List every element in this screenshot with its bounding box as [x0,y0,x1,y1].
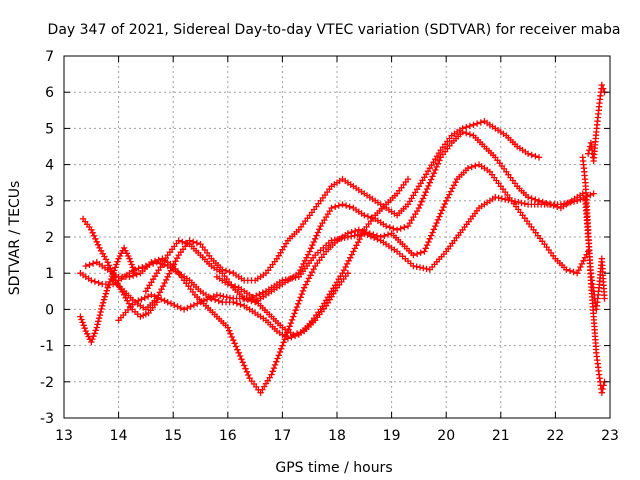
series-track-c [142,128,586,306]
y-tick-label: 2 [45,230,54,246]
series-track-e [115,190,597,324]
x-tick-label: 19 [383,428,401,444]
y-tick-label: 7 [45,49,54,65]
series-track-k [582,197,608,313]
series-track-g [213,270,352,338]
y-tick-label: 5 [45,121,54,137]
plus-markers [582,197,608,313]
y-axis-label: SDTVAR / TECUs [7,181,23,296]
y-tick-label: 0 [45,302,54,318]
x-tick-label: 17 [273,428,291,444]
series-track-j [585,81,608,165]
x-tick-label: 18 [328,428,346,444]
y-tick-label: 1 [45,266,54,282]
plus-markers [115,190,597,324]
y-tick-label: -2 [40,375,54,391]
y-tick-label: 4 [45,158,54,174]
grid-lines [64,56,610,418]
x-axis-label: GPS time / hours [275,460,392,476]
y-tick-label: -3 [40,411,54,427]
series-track-h [77,244,139,346]
series-track-f [79,215,160,320]
plus-markers [82,161,592,396]
y-tick-label: 6 [45,85,54,101]
plus-markers [585,81,608,165]
y-tick-label: 3 [45,194,54,210]
x-tick-label: 23 [601,428,619,444]
plus-markers [142,128,586,306]
plus-markers [77,244,139,346]
plus-markers [213,270,352,338]
plus-markers [79,215,160,320]
y-tick-label: -1 [40,339,54,355]
series-track-d [82,161,592,396]
x-tick-label: 22 [546,428,564,444]
chart-title: Day 347 of 2021, Sidereal Day-to-day VTE… [48,22,621,38]
x-tick-label: 15 [164,428,182,444]
x-tick-label: 14 [110,428,128,444]
x-tick-label: 16 [219,428,237,444]
data-points [77,81,608,396]
x-tick-label: 13 [55,428,73,444]
x-tick-label: 20 [437,428,455,444]
x-tick-label: 21 [492,428,510,444]
